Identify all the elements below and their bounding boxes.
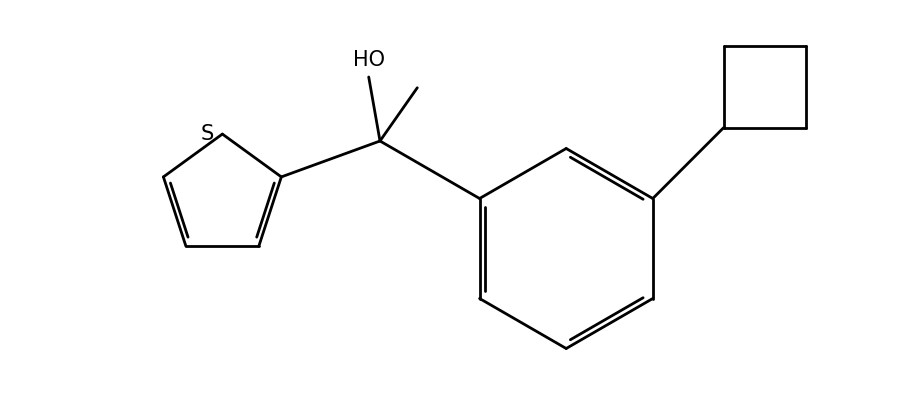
Text: HO: HO [353, 50, 385, 70]
Text: S: S [201, 124, 215, 144]
